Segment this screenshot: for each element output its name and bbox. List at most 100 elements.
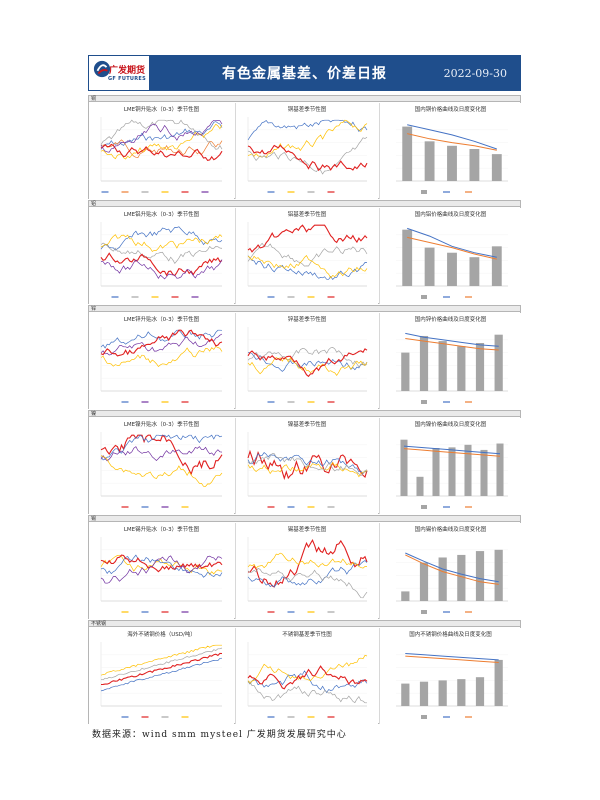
chart-title: 铜基差季节性图 [287,107,327,113]
chart-panel: 海外不锈钢价格（USD/吨） [89,628,234,724]
seasonal-chart [100,222,223,298]
seasonal-chart [100,432,223,508]
price-bar [438,341,447,391]
seasonal-chart [247,432,368,508]
legend-swatch [421,190,427,194]
price-curve-line [407,227,497,258]
season-series-line [100,554,223,573]
season-series-line [247,654,368,684]
season-series-line [247,449,368,481]
season-series-line [247,538,368,588]
season-series-line [100,554,223,578]
season-series-line [100,121,223,150]
price-bar [457,679,466,706]
season-series-line [100,434,223,461]
chart-title: LME铝升贴水（0-3）季节性图 [123,212,200,218]
data-source-note: 数据来源：wind smm mysteel 广发期货发展研究中心 [92,730,347,740]
metal-row: 铜 LME铜升贴水（0-3）季节性图 铜基差季节性图 国内铜价格曲线及日度变化图 [88,95,521,199]
seasonal-chart [247,537,368,613]
season-series-line [247,348,368,378]
season-series-line [100,139,223,159]
season-series-line [247,357,368,377]
price-bar [494,659,503,706]
chart-panel: LME锡升贴水（0-3）季节性图 [89,523,234,619]
chart-panel: LME锌升贴水（0-3）季节性图 [89,313,234,409]
season-series-line [100,657,223,692]
price-curve-line [405,332,499,347]
metal-row-label: 铝 [89,201,520,207]
season-series-line [100,652,223,686]
chart-title: LME铜升贴水（0-3）季节性图 [123,107,200,113]
chart-title: 国内镍价格曲线及日度变化图 [414,422,487,428]
price-bar [491,246,502,286]
chart-title: 国内不锈钢价格曲线及日度变化图 [409,632,492,638]
price-curve-line [407,124,497,150]
chart-title: 海外不锈钢价格（USD/吨） [127,632,196,638]
seasonal-chart [100,642,223,718]
season-series-line [100,345,223,368]
price-bar [469,257,480,286]
season-series-line [100,555,223,584]
price-bar [457,554,466,601]
chart-title: 锡基差季节性图 [287,527,327,533]
price-curve-chart [396,124,508,194]
price-bar [400,439,408,496]
seasonal-chart [247,117,368,193]
chart-panel: LME铝升贴水（0-3）季节性图 [89,208,234,304]
metal-row-label: 铜 [89,96,520,102]
price-bar [424,247,435,286]
price-bar [438,680,447,706]
price-curve-line [405,655,499,663]
season-series-line [100,434,223,476]
price-curve-chart [396,439,508,509]
season-series-line [100,252,223,277]
metal-row-label: 不锈钢 [89,621,520,627]
price-bar [457,346,466,391]
price-bar [432,448,440,496]
price-bar [424,141,435,181]
logo-cn-text: 广发期货 [108,65,145,76]
chart-title: LME锌升贴水（0-3）季节性图 [123,317,200,323]
price-curve-line [403,448,501,457]
chart-panel: 铝基差季节性图 [235,208,378,304]
chart-title: LME锡升贴水（0-3）季节性图 [123,527,200,533]
price-bar [475,343,485,391]
price-bar [402,229,413,286]
season-series-line [100,455,223,487]
chart-panel: 锌基差季节性图 [235,313,378,409]
season-series-line [247,144,368,172]
metal-row: 不锈钢 海外不锈钢价格（USD/吨） 不锈钢基差季节性图 国内不锈钢价格曲线及日度变化… [88,620,521,724]
chart-title: 铝基差季节性图 [287,212,327,218]
chart-panel: 国内铜价格曲线及日度变化图 [379,103,521,199]
legend-swatch [421,505,427,509]
season-series-line [100,446,223,462]
season-series-line [247,255,368,279]
chart-panel: 国内锌价格曲线及日度变化图 [379,313,521,409]
chart-panel: 国内不锈钢价格曲线及日度变化图 [379,628,521,724]
seasonal-chart [247,327,368,403]
legend-swatch [421,400,427,404]
chart-title: 镍基差季节性图 [287,422,327,428]
price-curve-chart [396,549,508,614]
price-bar [464,444,472,496]
price-bar [419,335,429,391]
price-bar [447,252,457,286]
season-series-line [100,259,223,280]
chart-title: LME镍升贴水（0-3）季节性图 [123,422,200,428]
chart-panel: 国内镍价格曲线及日度变化图 [379,418,521,514]
price-curve-line [407,133,497,151]
gf-logo-icon [93,60,111,78]
seasonal-chart [100,537,223,613]
price-curve-chart [396,332,508,404]
season-series-line [247,347,368,368]
season-series-line [247,224,368,253]
season-series-line [247,136,368,175]
seasonal-chart [100,117,223,193]
metal-row-label: 锡 [89,516,520,522]
season-series-line [100,143,223,162]
season-series-line [247,670,368,694]
price-bar [416,476,424,496]
season-series-line [247,119,368,158]
metal-row: 镍 LME镍升贴水（0-3）季节性图 镍基差季节性图 国内镍价格曲线及日度变化图 [88,410,521,514]
